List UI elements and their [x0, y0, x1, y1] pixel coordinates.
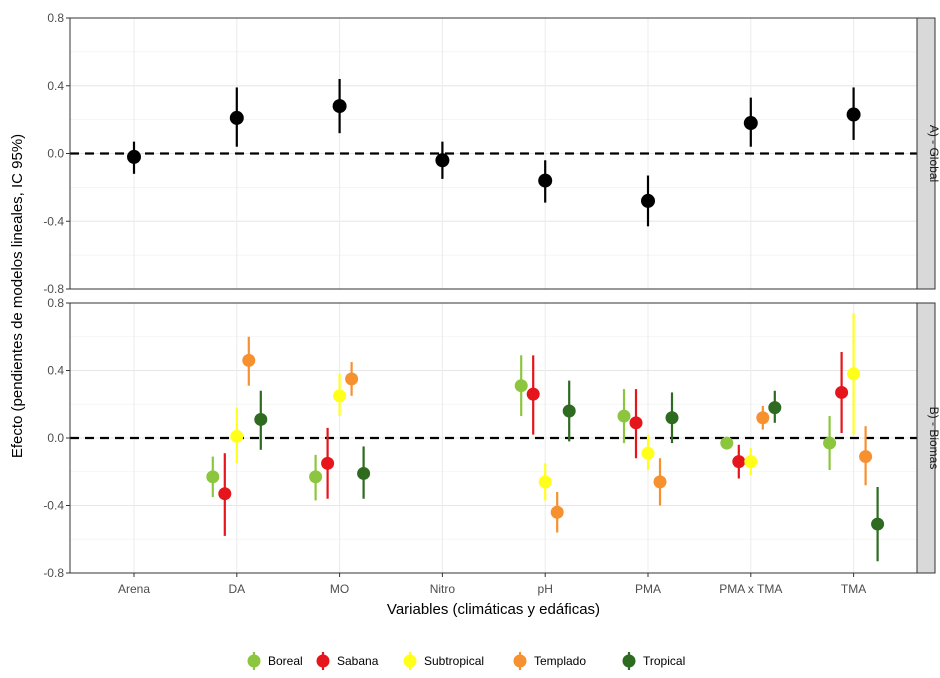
y-tick-label: -0.8 — [43, 566, 64, 580]
x-tick-label: PMA x TMA — [719, 582, 782, 596]
y-tick-label: -0.4 — [43, 214, 64, 228]
point-b-biomas-boreal-tma-marker — [823, 437, 836, 450]
legend-label: Boreal — [268, 654, 303, 668]
y-tick-label: 0.8 — [47, 296, 64, 310]
point-a-global-global-tma-marker — [847, 108, 861, 122]
legend-item-boreal: Boreal — [248, 652, 303, 670]
point-a-global-global-da-marker — [230, 111, 244, 125]
x-axis-title: Variables (climáticas y edáficas) — [387, 601, 600, 618]
point-b-biomas-boreal-ph-marker — [515, 379, 528, 392]
point-b-biomas-sabana-pma-x-tma-marker — [732, 455, 745, 468]
x-tick-label: pH — [538, 582, 553, 596]
point-a-global-global-pma-x-tma-marker — [744, 116, 758, 130]
facet-strip-label: A) - Global — [927, 125, 940, 182]
point-b-biomas-tropical-pma-x-tma-marker — [768, 401, 781, 414]
point-b-biomas-tropical-ph-marker — [563, 405, 576, 418]
point-b-biomas-subtropical-tma-marker — [847, 367, 860, 380]
y-tick-label: 0.0 — [47, 431, 64, 445]
x-tick-label: MO — [330, 582, 349, 596]
x-tick-label: DA — [228, 582, 245, 596]
point-b-biomas-subtropical-ph-marker — [539, 475, 552, 488]
legend-label: Subtropical — [424, 654, 484, 668]
point-b-biomas-tropical-tma-marker — [871, 518, 884, 531]
legend-item-sabana: Sabana — [317, 652, 379, 670]
y-axis-title: Efecto (pendientes de modelos lineales, … — [9, 134, 26, 458]
point-b-biomas-sabana-ph-marker — [527, 388, 540, 401]
point-b-biomas-boreal-da-marker — [206, 470, 219, 483]
legend-key-marker — [404, 655, 417, 668]
point-b-biomas-boreal-mo-marker — [309, 470, 322, 483]
y-tick-label: -0.4 — [43, 499, 64, 513]
point-b-biomas-tropical-mo-marker — [357, 467, 370, 480]
point-b-biomas-templado-tma-marker — [859, 450, 872, 463]
legend-key-marker — [623, 655, 636, 668]
x-tick-label: Arena — [118, 582, 150, 596]
x-tick-label: Nitro — [430, 582, 456, 596]
point-b-biomas-sabana-mo-marker — [321, 457, 334, 470]
y-tick-label: 0.4 — [47, 79, 64, 93]
point-b-biomas-sabana-tma-marker — [835, 386, 848, 399]
point-b-biomas-sabana-da-marker — [218, 487, 231, 500]
y-tick-label: 0.8 — [47, 11, 64, 25]
point-b-biomas-templado-pma-marker — [654, 475, 667, 488]
point-b-biomas-templado-pma-x-tma-marker — [756, 411, 769, 424]
legend-item-tropical: Tropical — [623, 652, 686, 670]
legend-label: Templado — [534, 654, 586, 668]
point-b-biomas-boreal-pma-marker — [618, 410, 631, 423]
legend-item-subtropical: Subtropical — [404, 652, 485, 670]
point-a-global-global-pma-marker — [641, 194, 655, 208]
point-b-biomas-sabana-pma-marker — [630, 416, 643, 429]
point-b-biomas-templado-da-marker — [242, 354, 255, 367]
panel-b-biomas: 0.8 0.4 0.0 -0.4 -0.8 B) - Biomas — [43, 296, 940, 580]
x-tick-label: PMA — [635, 582, 661, 596]
point-a-global-global-mo-marker — [333, 99, 347, 113]
facet-strip-label: B) - Biomas — [927, 407, 940, 470]
legend-label: Sabana — [337, 654, 379, 668]
legend-key-marker — [248, 655, 261, 668]
legend-key-marker — [317, 655, 330, 668]
legend-item-templado: Templado — [514, 652, 587, 670]
x-tick-label: TMA — [841, 582, 866, 596]
point-a-global-global-arena-marker — [127, 150, 141, 164]
point-a-global-global-nitro-marker — [435, 153, 449, 167]
point-b-biomas-subtropical-da-marker — [230, 430, 243, 443]
point-b-biomas-boreal-pma-x-tma-marker — [720, 437, 733, 450]
y-tick-label: 0.0 — [47, 147, 64, 161]
legend-label: Tropical — [643, 654, 685, 668]
point-b-biomas-subtropical-mo-marker — [333, 389, 346, 402]
point-b-biomas-templado-mo-marker — [345, 372, 358, 385]
y-tick-label: -0.8 — [43, 282, 64, 296]
point-b-biomas-tropical-da-marker — [254, 413, 267, 426]
y-tick-label: 0.4 — [47, 364, 64, 378]
point-b-biomas-templado-ph-marker — [551, 506, 564, 519]
panel-a-global: 0.8 0.4 0.0 -0.4 -0.8 A) - Global — [43, 11, 940, 296]
point-b-biomas-subtropical-pma-x-tma-marker — [744, 455, 757, 468]
point-b-biomas-subtropical-pma-marker — [642, 447, 655, 460]
point-a-global-global-ph-marker — [538, 174, 552, 188]
point-b-biomas-tropical-pma-marker — [666, 411, 679, 424]
legend-key-marker — [514, 655, 527, 668]
